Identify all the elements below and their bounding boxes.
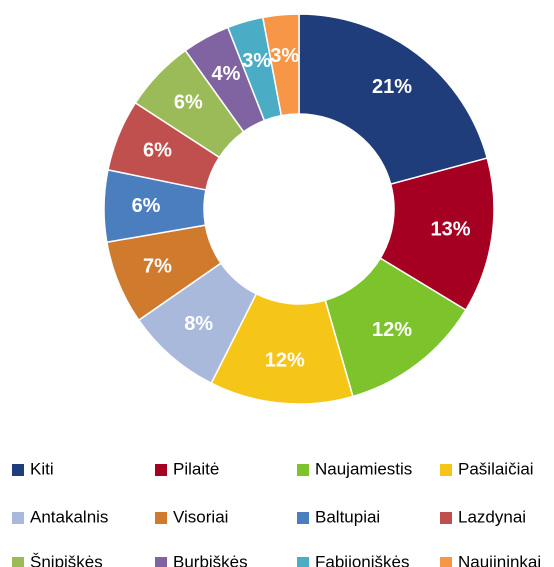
legend-label: Kiti [30, 459, 54, 478]
data-label: 3% [242, 50, 271, 72]
data-label: 6% [143, 139, 172, 161]
legend-label: Naujininkai [458, 552, 541, 567]
legend-label: Visoriai [173, 507, 228, 526]
legend-swatch [155, 512, 167, 524]
legend-swatch [297, 464, 309, 476]
legend-swatch [440, 557, 452, 567]
legend-label: Pašilaičiai [458, 459, 534, 478]
legend-swatch [297, 557, 309, 567]
legend-label: Lazdynai [458, 507, 526, 526]
legend-label: Antakalnis [30, 507, 108, 526]
data-label: 3% [270, 45, 299, 67]
data-label: 21% [372, 76, 412, 98]
legend-label: Burbiškės [173, 552, 248, 567]
legend-swatch [155, 557, 167, 567]
legend-swatch [440, 512, 452, 524]
data-label: 12% [265, 350, 305, 372]
data-label: 4% [212, 63, 241, 85]
data-label: 7% [143, 255, 172, 277]
legend-label: Pilaitė [173, 459, 219, 478]
legend-swatch [440, 464, 452, 476]
data-label: 8% [184, 313, 213, 335]
donut-slice [298, 13, 489, 186]
legend-label: Baltupiai [315, 507, 380, 526]
data-label: 13% [430, 219, 470, 241]
legend-swatch [12, 557, 24, 567]
legend-swatch [297, 512, 309, 524]
donut-slice [261, 13, 300, 117]
legend-label: Fabijoniškės [315, 552, 410, 567]
data-label: 6% [132, 195, 161, 217]
legend-label: Naujamiestis [315, 459, 412, 478]
legend-swatch [12, 464, 24, 476]
legend-label: Šnipiškės [30, 552, 103, 567]
legend-swatch [12, 512, 24, 524]
data-label: 6% [174, 92, 203, 114]
data-label: 12% [372, 319, 412, 341]
legend-swatch [155, 464, 167, 476]
